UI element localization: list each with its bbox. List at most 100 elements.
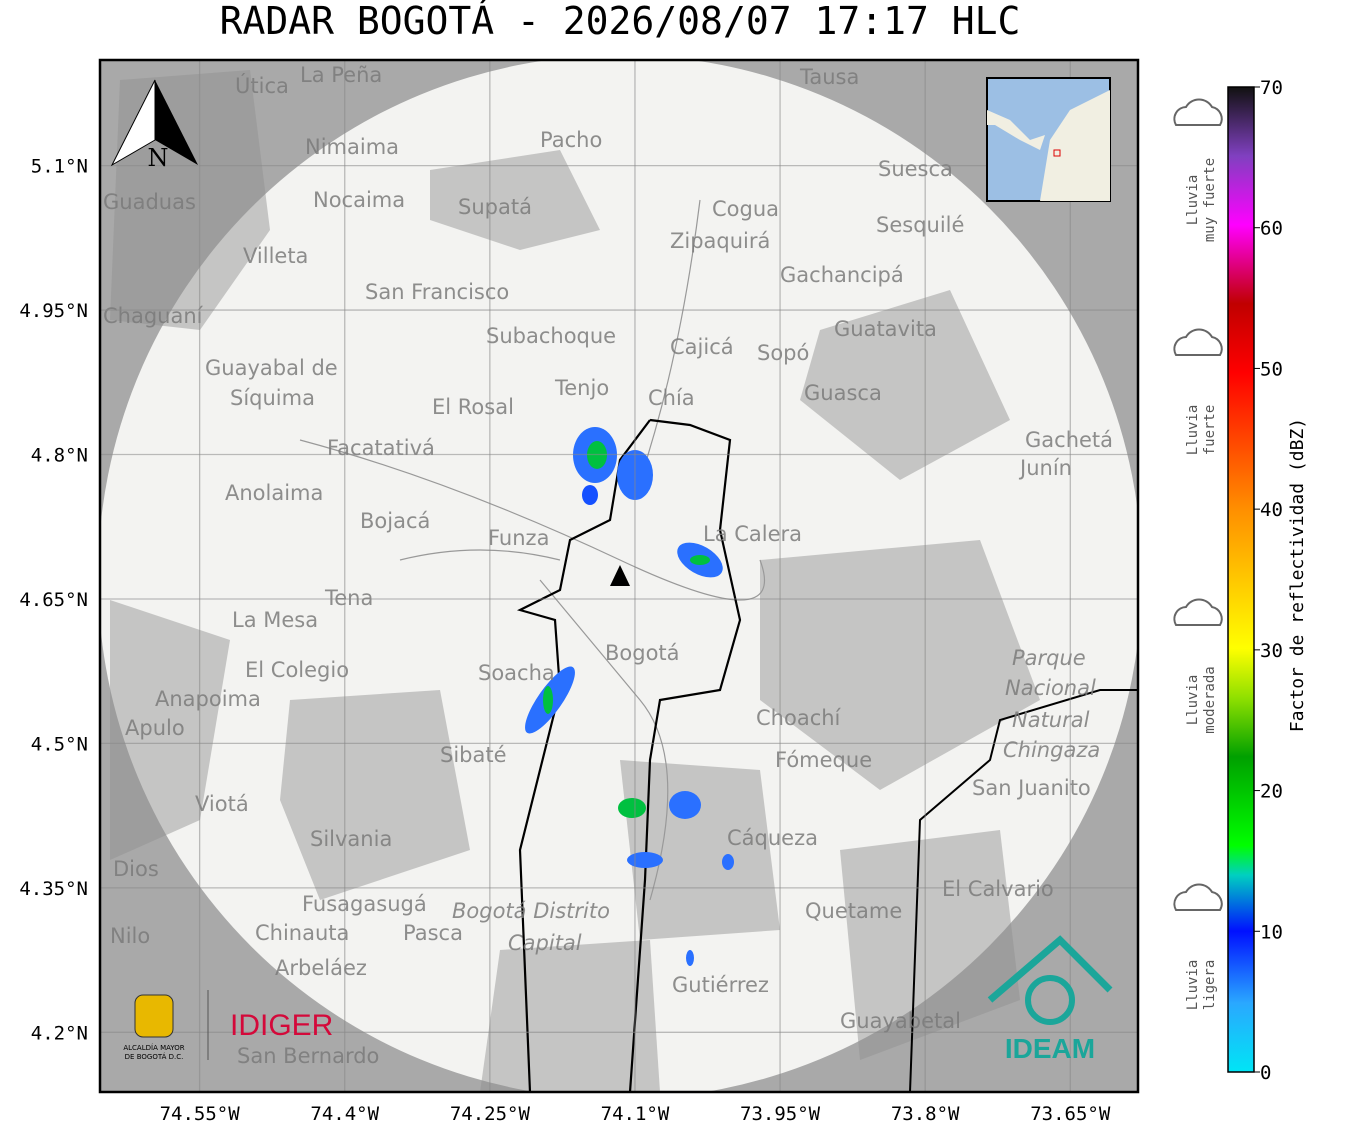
rain-category-label: ligera	[1202, 960, 1218, 1011]
colorbar-tick-label: 70	[1260, 77, 1283, 99]
rain-category-label: Lluvia	[1185, 175, 1201, 226]
ideam-logo: IDEAM	[987, 935, 1113, 1064]
rain-category-label: muy fuerte	[1202, 158, 1218, 242]
place-label: Chaguaní	[103, 304, 204, 328]
place-label: Anapoima	[155, 687, 261, 711]
place-label: Choachí	[756, 706, 842, 730]
x-tick-label: 74.55°W	[160, 1103, 241, 1125]
bogota-boundary	[516, 418, 742, 1092]
rain-category: Lluvia moderada	[1173, 598, 1223, 734]
colorbar-tick-label: 40	[1260, 499, 1283, 521]
place-label: Sesquilé	[876, 213, 964, 237]
place-label: Funza	[488, 526, 549, 550]
colorbar-tick-label: 60	[1260, 218, 1283, 240]
place-label: Zipaquirá	[670, 229, 770, 253]
place-label: Bojacá	[360, 509, 430, 533]
colorbar	[1227, 86, 1255, 1073]
place-label: Viotá	[195, 792, 249, 816]
place-label: Capital	[508, 931, 582, 955]
title: RADAR BOGOTÁ - 2026/08/07 17:17 HLC	[220, 0, 1021, 43]
place-label: El Colegio	[245, 658, 349, 682]
place-label: Supatá	[458, 195, 532, 219]
x-tick-label: 73.65°W	[1030, 1103, 1111, 1125]
colorbar-tick-label: 20	[1260, 781, 1283, 803]
place-label: Bogotá	[605, 641, 680, 665]
x-tick-label: 74.25°W	[450, 1103, 531, 1125]
compass: N	[110, 79, 198, 172]
place-label: Útica	[235, 73, 289, 98]
alcaldia-line: ALCALDÍA MAYOR	[123, 1043, 184, 1052]
place-label: La Mesa	[232, 608, 318, 632]
y-tick-label: 4.5°N	[31, 733, 88, 755]
place-label: Parque	[1012, 646, 1086, 670]
radar-site	[610, 565, 630, 586]
y-tick-label: 4.65°N	[19, 589, 88, 611]
x-tick-label: 74.1°W	[601, 1103, 670, 1125]
x-tick-label: 74.4°W	[310, 1103, 379, 1125]
place-label: Suesca	[878, 157, 953, 181]
idiger-logo: IDIGER	[230, 1009, 333, 1042]
place-label: Nimaima	[305, 135, 399, 159]
place-label: Sopó	[757, 341, 809, 365]
place-label: Fusagasugá	[302, 892, 427, 916]
rain-category-label: fuerte	[1202, 405, 1218, 456]
place-label: Dios	[113, 857, 159, 881]
cloud-icon	[1173, 598, 1223, 626]
cloud-icon	[1173, 328, 1223, 356]
colorbar-tick-label: 0	[1260, 1062, 1271, 1084]
place-label: Cáqueza	[727, 826, 818, 850]
place-label: Chía	[648, 386, 695, 410]
place-label: Guayabal de	[205, 356, 338, 380]
place-label: San Juanito	[972, 776, 1091, 800]
map: Útica La Peña Tausa Pacho Nimaima Guaduas Noca…	[100, 60, 1138, 1092]
place-label: Chingaza	[1003, 738, 1100, 762]
rain-category-label: Lluvia	[1185, 960, 1201, 1011]
place-label: Facatativá	[327, 436, 435, 460]
rain-category-label: Lluvia	[1185, 405, 1201, 456]
place-label: Nilo	[110, 924, 150, 948]
place-label: El Rosal	[432, 395, 514, 419]
place-label: Guasca	[804, 381, 882, 405]
place-label: Tausa	[799, 65, 859, 89]
place-label: Bogotá Distrito	[452, 899, 610, 923]
place-label: Gutiérrez	[672, 973, 769, 997]
place-label: Fómeque	[775, 748, 872, 772]
place-label: Soacha	[478, 661, 555, 685]
place-label: Subachoque	[486, 324, 616, 348]
colorbar-label: Factor de reflectividad (dBZ)	[1287, 418, 1308, 732]
place-label: San Bernardo	[237, 1044, 379, 1068]
place-label: Villeta	[243, 244, 308, 268]
place-label: Guayabetal	[840, 1009, 961, 1033]
north-label: N	[148, 144, 169, 172]
place-label: Natural	[1012, 708, 1090, 732]
department-boundary	[909, 689, 1138, 1092]
place-label: Quetame	[805, 899, 902, 923]
place-label: Apulo	[125, 716, 185, 740]
y-tick-label: 5.1°N	[31, 156, 88, 178]
place-label: Gachancipá	[780, 263, 904, 287]
rain-category: Lluvia ligera	[1173, 883, 1223, 1011]
place-label: La Peña	[300, 63, 382, 87]
rain-category-label: Lluvia	[1185, 675, 1201, 726]
place-label: Silvania	[310, 827, 392, 851]
place-label: Guatavita	[834, 317, 937, 341]
place-label: Chinauta	[255, 921, 349, 945]
y-tick-label: 4.95°N	[19, 300, 88, 322]
place-label: Junín	[1018, 456, 1072, 480]
y-tick-label: 4.8°N	[31, 445, 88, 467]
place-label: Sibaté	[440, 743, 507, 767]
y-tick-label: 4.35°N	[19, 878, 88, 900]
place-label: Arbeláez	[275, 956, 367, 980]
place-label: La Calera	[703, 522, 802, 546]
place-label: San Francisco	[365, 280, 509, 304]
rain-category: Lluvia muy fuerte	[1173, 98, 1223, 242]
roads	[299, 199, 765, 901]
alcaldia-logo: ALCALDÍA MAYOR DE BOGOTÁ D.C.	[123, 990, 209, 1061]
place-label: Nacional	[1005, 676, 1096, 700]
place-label: Cajicá	[670, 335, 734, 359]
colorbar-tick-label: 50	[1260, 358, 1283, 380]
place-label: Gachetá	[1025, 428, 1113, 452]
inset-map	[986, 77, 1111, 202]
place-label: Guaduas	[103, 190, 196, 214]
place-label: Anolaima	[225, 481, 323, 505]
